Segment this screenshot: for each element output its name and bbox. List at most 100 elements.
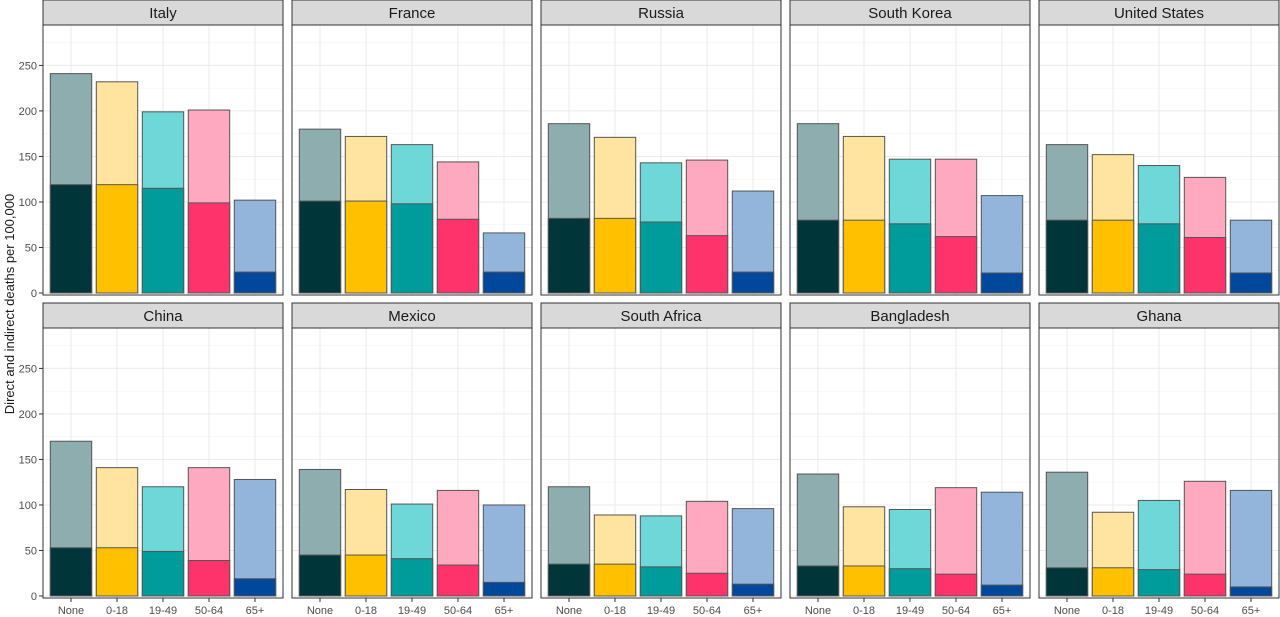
panel-strip xyxy=(291,302,533,329)
bar-direct xyxy=(233,578,277,597)
y-tick-label: 100 xyxy=(19,197,37,209)
panel-title: Ghana xyxy=(1136,308,1182,325)
panel-strip xyxy=(789,302,1031,329)
bar-direct xyxy=(187,202,231,294)
bar-direct xyxy=(141,187,185,294)
bar-direct xyxy=(685,235,729,294)
y-tick-label: 150 xyxy=(19,454,37,466)
bar-direct xyxy=(888,223,932,294)
bar-direct xyxy=(1045,219,1089,294)
bar-direct xyxy=(639,221,683,294)
bar-direct xyxy=(796,219,840,294)
x-tick-label: 65+ xyxy=(495,605,514,617)
x-tick-label: 0-18 xyxy=(355,605,377,617)
bar-direct xyxy=(593,563,637,597)
panel-south-africa: South Africa None 0-18 19-49 50-64 65+ xyxy=(540,302,782,617)
panel-strip xyxy=(789,0,1031,26)
x-tick-label: 19-49 xyxy=(1145,605,1173,617)
panel-bangladesh: Bangladesh None 0-18 19-49 50-64 65+ xyxy=(789,302,1031,617)
y-axis-title: Direct and indirect deaths per 100,000 xyxy=(2,194,17,414)
bar-total xyxy=(233,478,277,597)
x-tick-label: 65+ xyxy=(246,605,265,617)
x-tick-label: 50-64 xyxy=(942,605,970,617)
x-tick-label: None xyxy=(1054,605,1080,617)
panel-strip xyxy=(540,0,782,26)
bar-direct xyxy=(1137,223,1181,294)
panel-ghana: Ghana None 0-18 19-49 50-64 65+ xyxy=(1038,302,1280,617)
x-tick-label: 50-64 xyxy=(444,605,472,617)
bar-direct xyxy=(842,565,886,597)
y-tick-label: 250 xyxy=(19,60,37,72)
x-tick-label: 0-18 xyxy=(106,605,128,617)
panel-border xyxy=(540,24,782,296)
bar-direct xyxy=(934,573,978,597)
bar-total xyxy=(1229,489,1273,597)
y-tick-label: 200 xyxy=(19,409,37,421)
bar-direct xyxy=(593,217,637,294)
panel-strip xyxy=(291,0,533,26)
x-tick-label: 65+ xyxy=(1242,605,1261,617)
bar-direct xyxy=(436,564,480,597)
panel-title: United States xyxy=(1114,5,1204,22)
panel-strip xyxy=(1038,0,1280,26)
x-tick-label: 65+ xyxy=(744,605,763,617)
bar-direct xyxy=(390,558,434,597)
bar-direct xyxy=(482,581,526,597)
y-tick-label: 0 xyxy=(31,591,37,603)
bar-direct xyxy=(95,547,139,597)
x-tick-label: 19-49 xyxy=(398,605,426,617)
panel-title: South Korea xyxy=(868,5,952,22)
panel-title: South Africa xyxy=(621,308,703,325)
panel-border xyxy=(1038,24,1280,296)
x-tick-label: 50-64 xyxy=(195,605,223,617)
panel-strip xyxy=(42,0,284,26)
bar-direct xyxy=(141,550,185,597)
bar-direct xyxy=(436,218,480,294)
x-tick-label: None xyxy=(805,605,831,617)
bar-direct xyxy=(1137,569,1181,597)
panel-title: Italy xyxy=(149,5,177,22)
bar-direct xyxy=(980,272,1024,294)
y-tick-label: 50 xyxy=(25,545,37,557)
bar-direct xyxy=(1091,567,1135,597)
y-tick-label: 200 xyxy=(19,106,37,118)
bar-total xyxy=(980,491,1024,597)
y-tick-label: 100 xyxy=(19,500,37,512)
x-tick-label: 19-49 xyxy=(149,605,177,617)
y-tick-label: 250 xyxy=(19,363,37,375)
panel-title: France xyxy=(389,5,436,22)
bar-direct xyxy=(1183,236,1227,294)
bar-direct xyxy=(842,219,886,294)
panel-title: Bangladesh xyxy=(870,308,949,325)
bar-direct xyxy=(1229,586,1273,597)
x-tick-label: 0-18 xyxy=(1102,605,1124,617)
panel-france: France xyxy=(291,0,533,296)
panel-italy: Italy 0 50 100 150 200 250 xyxy=(19,0,284,300)
bar-direct xyxy=(49,184,93,294)
x-tick-label: 50-64 xyxy=(693,605,721,617)
bar-direct xyxy=(547,217,591,294)
bar-direct xyxy=(187,559,231,597)
panel-south-korea: South Korea xyxy=(789,0,1031,296)
panel-title: China xyxy=(143,308,183,325)
x-tick-label: 19-49 xyxy=(647,605,675,617)
x-tick-label: None xyxy=(58,605,84,617)
panel-border xyxy=(789,24,1031,296)
panel-russia: Russia xyxy=(540,0,782,296)
y-tick-label: 50 xyxy=(25,242,37,254)
bar-direct xyxy=(390,203,434,294)
x-tick-label: 19-49 xyxy=(896,605,924,617)
x-tick-label: None xyxy=(556,605,582,617)
bar-direct xyxy=(233,271,277,294)
bar-direct xyxy=(1229,272,1273,294)
bar-direct xyxy=(1183,573,1227,597)
panel-china: China 0 50 100 150 200 250 None 0-18 19-49 50-64 65… xyxy=(19,302,284,617)
panel-border xyxy=(291,24,533,296)
bar-direct xyxy=(888,568,932,597)
bar-direct xyxy=(95,184,139,294)
panel-mexico: Mexico None 0-18 19-49 50-64 65+ xyxy=(291,302,533,617)
panel-title: Mexico xyxy=(388,308,436,325)
y-tick-label: 0 xyxy=(31,288,37,300)
bar-direct xyxy=(731,583,775,597)
